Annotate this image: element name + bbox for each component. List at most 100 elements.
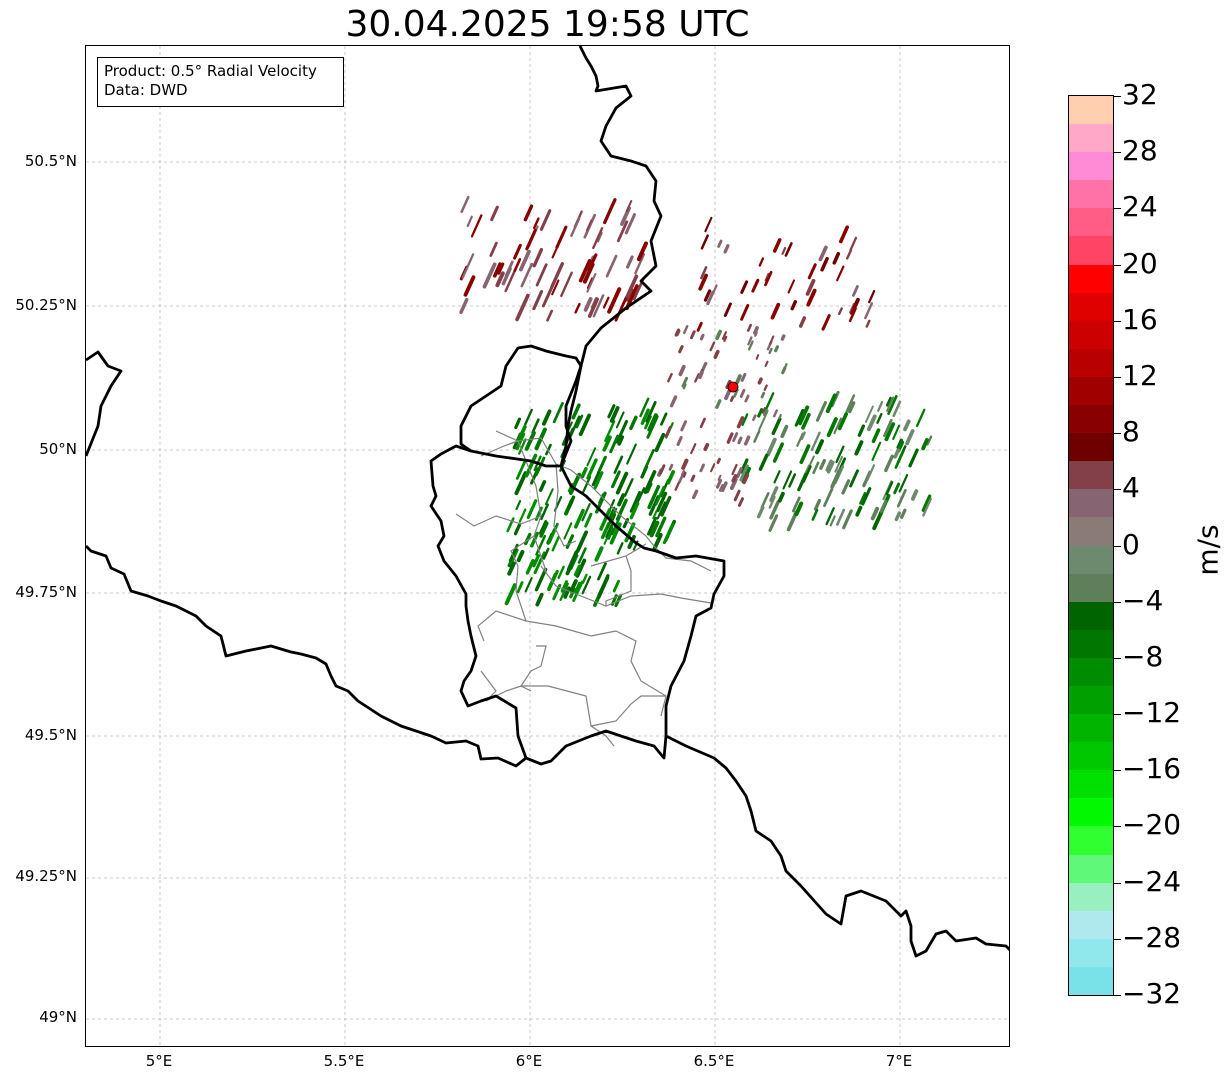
velocity-echo: [544, 488, 554, 506]
velocity-echo: [654, 485, 666, 506]
velocity-echo: [681, 376, 689, 388]
velocity-echo: [764, 360, 769, 367]
velocity-echo: [540, 503, 549, 521]
colorbar-segment: [1069, 517, 1113, 546]
velocity-echo: [596, 232, 603, 243]
velocity-echo: [845, 394, 856, 413]
lat-label: 49.75°N: [15, 583, 77, 601]
velocity-echo: [530, 531, 539, 548]
velocity-echo: [866, 414, 877, 432]
velocity-echo: [740, 304, 750, 321]
velocity-echo: [835, 508, 846, 526]
colorbar-tick-label: 28: [1122, 134, 1158, 168]
velocity-echo: [825, 507, 835, 526]
velocity-echo: [592, 294, 605, 318]
velocity-echo: [781, 366, 787, 375]
map-canvas: [86, 46, 1009, 1046]
colorbar-tick: [1114, 96, 1121, 97]
velocity-echo: [461, 253, 475, 279]
velocity-echo: [894, 449, 905, 469]
velocity-echo: [787, 279, 796, 294]
velocity-echo: [894, 511, 902, 522]
velocity-echo: [535, 592, 544, 607]
velocity-echo: [784, 242, 793, 257]
velocity-echo: [617, 493, 626, 507]
velocity-echo: [586, 219, 593, 232]
velocity-echo: [496, 262, 505, 275]
velocity-echo: [800, 431, 806, 441]
velocity-echo: [584, 512, 593, 528]
velocity-echo: [792, 496, 801, 513]
velocity-echo: [726, 432, 734, 444]
colorbar-segment: [1069, 854, 1113, 883]
velocity-echo: [763, 384, 768, 391]
velocity-echo: [603, 198, 617, 225]
velocity-echo: [535, 263, 548, 287]
velocity-echo: [892, 424, 901, 440]
radar-map[interactable]: [85, 45, 1010, 1047]
colorbar-segment: [1069, 882, 1113, 911]
velocity-echo: [690, 330, 696, 340]
velocity-echo: [737, 497, 744, 507]
velocity-echo: [877, 401, 884, 412]
colorbar-unit-text: m/s: [1191, 524, 1225, 576]
velocity-echo: [612, 579, 620, 593]
velocity-echo: [551, 245, 559, 259]
velocity-echo: [846, 249, 853, 260]
velocity-echo: [643, 470, 657, 494]
colorbar-tick: [1114, 882, 1121, 884]
velocity-echo: [782, 470, 793, 490]
velocity-echo: [716, 457, 721, 465]
velocity-echo: [739, 464, 749, 482]
velocity-echo: [758, 453, 769, 471]
velocity-echo: [586, 273, 597, 293]
velocity-echo: [740, 280, 749, 294]
velocity-echo: [636, 241, 648, 262]
velocity-echo: [715, 399, 722, 409]
velocity-echo: [699, 463, 705, 473]
colorbar-tick-label: 8: [1122, 415, 1140, 449]
colorbar-segment: [1069, 798, 1113, 827]
velocity-echo: [640, 408, 650, 425]
velocity-echo: [667, 372, 673, 383]
velocity-echo: [592, 226, 604, 250]
lon-label: 5.5°E: [323, 1052, 365, 1070]
velocity-echo: [854, 440, 864, 456]
velocity-echo: [572, 580, 584, 602]
velocity-echo: [568, 472, 582, 495]
velocity-echo: [757, 408, 764, 418]
velocity-echo: [794, 408, 805, 427]
velocity-echo: [780, 334, 786, 341]
velocity-echo: [574, 581, 581, 594]
velocity-echo: [545, 443, 552, 456]
colorbar-unit-label: m/s: [1188, 520, 1225, 580]
colorbar-segment: [1069, 208, 1113, 237]
velocity-echo: [798, 316, 807, 328]
velocity-echo: [539, 209, 552, 231]
velocity-echo: [818, 245, 828, 262]
velocity-echo: [838, 307, 843, 316]
velocity-echo: [870, 506, 880, 521]
colorbar-tick-label: 0: [1122, 527, 1140, 561]
map-title: 30.04.2025 19:58 UTC: [345, 4, 750, 45]
velocity-echo: [850, 303, 857, 314]
velocity-echo: [849, 469, 859, 488]
velocity-echo: [781, 247, 787, 255]
velocity-echo: [507, 561, 516, 576]
velocity-echo: [723, 302, 732, 317]
velocity-echo: [833, 417, 843, 435]
velocity-echo: [760, 391, 766, 399]
velocity-echo: [492, 262, 502, 278]
colorbar-segment: [1069, 489, 1113, 518]
lon-label: 6°E: [515, 1052, 543, 1070]
velocity-echo: [542, 547, 550, 560]
velocity-echo: [516, 581, 524, 594]
velocity-echo: [837, 412, 849, 431]
velocity-echo: [886, 396, 895, 412]
velocity-echo: [699, 333, 705, 341]
velocity-echo: [826, 417, 838, 438]
velocity-echo: [866, 464, 876, 482]
velocity-echo: [516, 550, 525, 563]
gridlines: [86, 46, 1009, 1046]
velocity-echo: [768, 514, 779, 532]
